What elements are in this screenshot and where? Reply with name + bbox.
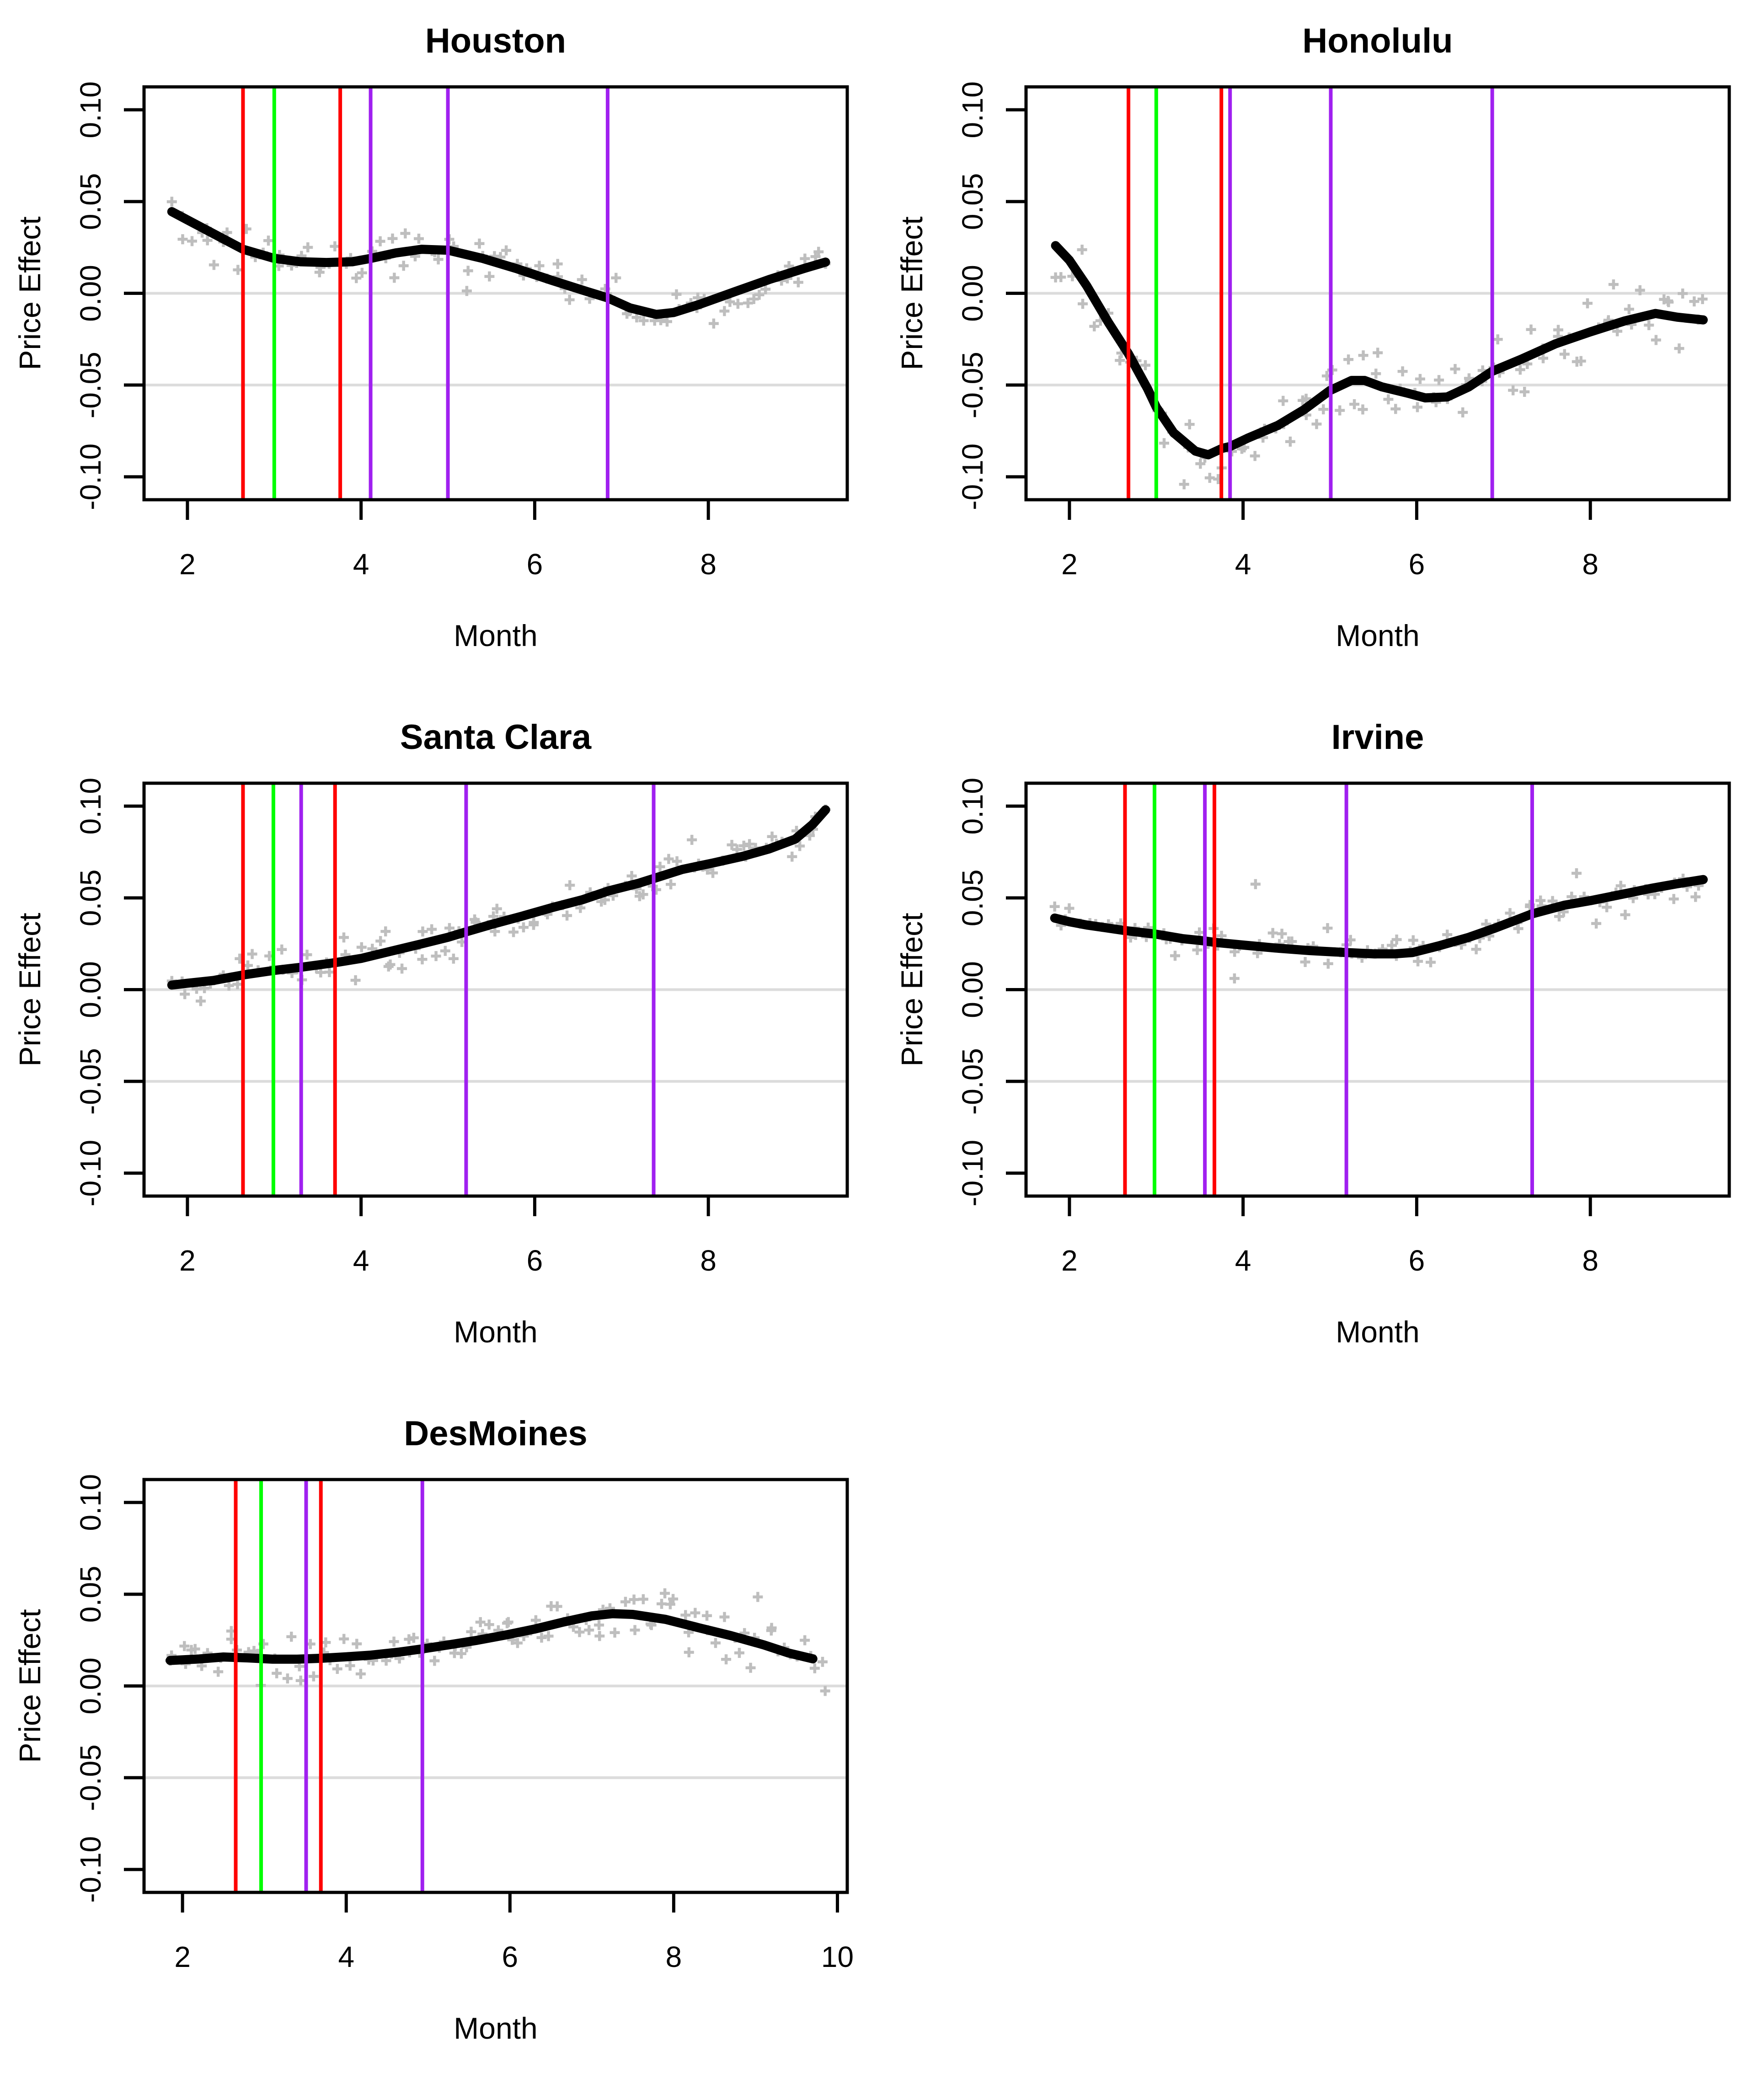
x-axis-tick-label: 2 [1061,1244,1078,1277]
plot-cell-houston: 2 4 6 8 0.10 0.05 0.00 -0.05 -0.10 Houston Month Pr… [0,0,882,696]
x-axis-tick-label: 4 [1235,548,1251,581]
x-axis-tick-label: 2 [179,1244,196,1277]
y-axis-tick-label: -0.05 [956,352,989,418]
plot-title: DesMoines [404,1414,587,1453]
x-axis-tick-label: 8 [666,1940,682,1973]
y-axis-tick-label: -0.10 [74,1140,107,1207]
x-axis-tick-label: 4 [353,548,369,581]
y-axis-tick-label: 0.05 [74,173,107,230]
y-axis-tick-label: -0.10 [74,1836,107,1903]
x-axis-tick-label: 2 [174,1940,191,1973]
x-axis-tick-label: 2 [179,548,196,581]
trend-curve [167,207,830,319]
y-axis-tick-label: -0.05 [74,352,107,418]
x-axis-tick-label: 10 [821,1940,854,1973]
y-axis-tick-label: 0.05 [74,870,107,927]
plot-title: Honolulu [1302,21,1453,60]
empty-cell [882,1393,1764,2089]
y-axis-tick-label: -0.05 [74,1744,107,1811]
y-axis-tick-label: 0.05 [956,173,989,230]
y-axis-tick-label: 0.10 [74,778,107,835]
x-axis-tick-label: 4 [353,1244,369,1277]
plot-svg: 2 4 6 8 10 0.10 0.05 0.00 -0.05 -0.10 DesMoines Mon… [13,1414,854,2045]
y-axis-tick-label: 0.05 [956,870,989,927]
y-axis-label: Price Effect [13,1609,47,1763]
x-axis-tick-label: 2 [1061,548,1078,581]
y-axis-tick-label: 0.00 [74,265,107,322]
y-axis-label: Price Effect [895,913,929,1066]
plot-cell-desmoines: 2 4 6 8 10 0.10 0.05 0.00 -0.05 -0.10 DesMoines Mon… [0,1393,882,2089]
plot-svg: 2 4 6 8 0.10 0.05 0.00 -0.05 -0.10 Honolulu Month P… [895,21,1731,652]
x-axis-tick-label: 8 [1582,548,1598,581]
y-axis-label: Price Effect [895,216,929,370]
y-axis-tick-label: 0.05 [74,1566,107,1623]
trend-curve [166,1609,818,1665]
x-axis-tick-label: 8 [700,1244,716,1277]
x-axis-tick-label: 6 [527,548,543,581]
y-axis-tick-label: -0.05 [74,1048,107,1115]
trend-curve [167,805,830,990]
x-axis-label: Month [1336,1315,1419,1349]
plot-svg: 2 4 6 8 0.10 0.05 0.00 -0.05 -0.10 Santa Clara Mon… [13,718,849,1349]
plot-svg: 2 4 6 8 0.10 0.05 0.00 -0.05 -0.10 Houston Month Pr… [13,21,849,652]
x-axis-tick-label: 8 [700,548,716,581]
plot-svg: 2 4 6 8 0.10 0.05 0.00 -0.05 -0.10 Irvine Month Pri… [895,718,1731,1349]
y-axis-label: Price Effect [13,913,47,1066]
y-axis-tick-label: 0.00 [74,1657,107,1715]
y-axis-tick-label: -0.05 [956,1048,989,1115]
x-axis-label: Month [454,1315,537,1349]
y-axis-tick-label: 0.00 [956,265,989,322]
plot-cell-santa-clara: 2 4 6 8 0.10 0.05 0.00 -0.05 -0.10 Santa Clara Mon… [0,696,882,1393]
x-axis-tick-label: 6 [1409,1244,1425,1277]
y-axis-tick-label: 0.00 [74,961,107,1018]
x-axis-label: Month [454,619,537,652]
y-axis-tick-label: 0.00 [956,961,989,1018]
x-axis-tick-label: 8 [1582,1244,1598,1277]
plot-cell-irvine: 2 4 6 8 0.10 0.05 0.00 -0.05 -0.10 Irvine Month Pri… [882,696,1764,1393]
y-axis-label: Price Effect [13,216,47,370]
y-axis-tick-label: 0.10 [74,81,107,139]
y-axis-tick-label: -0.10 [956,1140,989,1207]
scatter-points [1049,868,1704,983]
trend-curve [1050,875,1708,959]
trend-curve [1051,241,1708,459]
scatter-points [1050,245,1708,490]
x-axis-tick-label: 4 [338,1940,354,1973]
plot-title: Santa Clara [400,718,592,757]
x-axis-tick-label: 6 [1409,548,1425,581]
x-axis-tick-label: 6 [502,1940,519,1973]
x-axis-label: Month [454,2011,537,2045]
x-axis-label: Month [1336,619,1419,652]
plot-cell-honolulu: 2 4 6 8 0.10 0.05 0.00 -0.05 -0.10 Honolulu Month P… [882,0,1764,696]
plot-title: Irvine [1331,718,1424,757]
plot-title: Houston [425,21,566,60]
y-axis-tick-label: 0.10 [74,1474,107,1531]
x-axis-tick-label: 4 [1235,1244,1251,1277]
y-axis-tick-label: 0.10 [956,81,989,139]
scatter-points [165,1588,830,1696]
y-axis-tick-label: -0.10 [74,443,107,510]
y-axis-tick-label: -0.10 [956,443,989,510]
x-axis-tick-label: 6 [527,1244,543,1277]
y-axis-tick-label: 0.10 [956,778,989,835]
